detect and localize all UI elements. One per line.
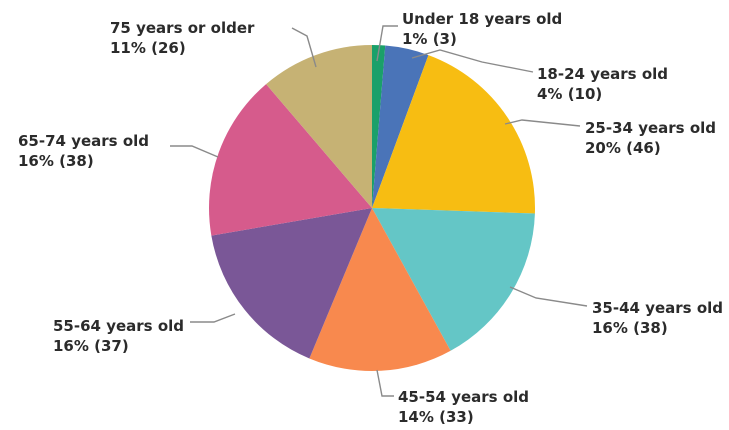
pie-slice-35-44-years-old: [372, 208, 535, 351]
slice-category-label: 45-54 years old: [398, 388, 529, 406]
leader-line-18-24-years-old: [411, 49, 534, 73]
pie-slice-under-18-years-old: [372, 44, 386, 208]
pie-slice-65-74-years-old: [209, 84, 372, 236]
leader-line-65-74-years-old: [170, 145, 219, 158]
slice-category-label: 65-74 years old: [18, 132, 149, 150]
slice-label-65-74-years-old: 65-74 years old 16% (38): [18, 132, 149, 170]
slice-value-label: 16% (38): [592, 319, 668, 337]
slice-label-35-44-years-old: 35-44 years old 16% (38): [592, 299, 723, 337]
slice-label-75-years-or-older: 75 years or older 11% (26): [110, 19, 255, 57]
pie-slice-75-years-or-older: [266, 45, 372, 208]
slice-label-under-18-years-old: Under 18 years old 1% (3): [402, 10, 562, 48]
slice-label-18-24-years-old: 18-24 years old 4% (10): [537, 65, 668, 103]
slice-category-label: 55-64 years old: [53, 317, 184, 335]
slice-category-label: 25-34 years old: [585, 119, 716, 137]
pie-slices: [209, 44, 536, 372]
slice-label-45-54-years-old: 45-54 years old 14% (33): [398, 388, 529, 426]
pie-slice-25-34-years-old: [372, 55, 536, 214]
leader-line-25-34-years-old: [504, 119, 581, 127]
slice-labels: Under 18 years old 1% (3) 18-24 years old 4…: [18, 10, 723, 426]
pie-slice-45-54-years-old: [309, 208, 451, 372]
slice-value-label: 16% (38): [18, 152, 94, 170]
slice-value-label: 1% (3): [402, 30, 457, 48]
slice-category-label: 35-44 years old: [592, 299, 723, 317]
slice-category-label: 18-24 years old: [537, 65, 668, 83]
slice-label-25-34-years-old: 25-34 years old 20% (46): [585, 119, 716, 157]
leader-line-55-64-years-old: [190, 313, 236, 323]
slice-label-55-64-years-old: 55-64 years old 16% (37): [53, 317, 184, 355]
leader-lines: [170, 25, 588, 397]
leader-line-75-years-or-older: [291, 27, 317, 68]
slice-category-label: Under 18 years old: [402, 10, 562, 28]
slice-value-label: 14% (33): [398, 408, 474, 426]
leader-line-35-44-years-old: [509, 286, 588, 307]
slice-category-label: 75 years or older: [110, 19, 255, 37]
leader-line-under-18-years-old: [376, 25, 398, 62]
slice-value-label: 4% (10): [537, 85, 602, 103]
leader-line-45-54-years-old: [376, 369, 394, 397]
slice-value-label: 20% (46): [585, 139, 661, 157]
slice-value-label: 11% (26): [110, 39, 186, 57]
slice-value-label: 16% (37): [53, 337, 129, 355]
pie-slice-55-64-years-old: [211, 208, 372, 359]
pie-slice-18-24-years-old: [372, 45, 429, 208]
